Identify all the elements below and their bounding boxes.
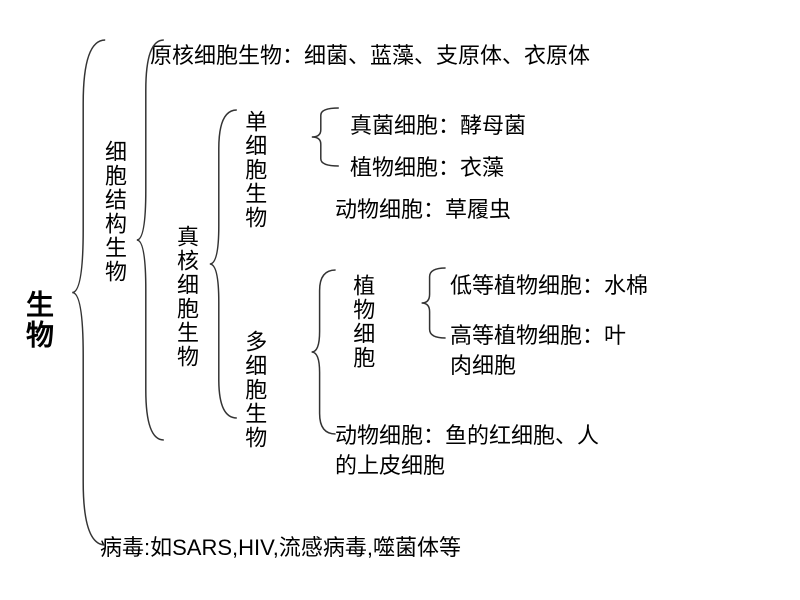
- plant-lower-label: 低等植物细胞：水棉: [450, 268, 648, 300]
- root-bracket: [70, 40, 114, 545]
- uni-fungal-label: 真菌细胞：酵母菌: [350, 108, 526, 140]
- multi-animal-label: 动物细胞：鱼的红细胞、人: [335, 418, 599, 450]
- eukaryote-label: 真核细胞生物: [170, 225, 202, 369]
- multicellular-bracket: [310, 270, 342, 434]
- cellular-bracket: [135, 40, 171, 440]
- virus-label: 病毒:如SARS,HIV,流感病毒,噬菌体等: [100, 530, 461, 562]
- uni-animal-label: 动物细胞：草履虫: [335, 192, 511, 224]
- plant-higher-label: 高等植物细胞：叶: [450, 318, 626, 350]
- prokaryote-label: 原核细胞生物：细菌、蓝藻、支原体、衣原体: [150, 38, 590, 70]
- multicellular-label: 多细胞生物: [242, 330, 266, 450]
- uni-plant-label: 植物细胞：衣藻: [350, 150, 504, 182]
- unicellular-bracket: [310, 108, 346, 166]
- plant-higher-label2: 肉细胞: [450, 348, 516, 380]
- root-label: 生物: [18, 290, 58, 350]
- eukaryote-bracket: [208, 110, 244, 418]
- plant-bracket: [420, 268, 452, 338]
- unicellular-label: 单细胞生物: [242, 110, 266, 230]
- multi-plant-label: 植物细胞: [350, 274, 374, 370]
- multi-animal-label2: 的上皮细胞: [335, 448, 445, 480]
